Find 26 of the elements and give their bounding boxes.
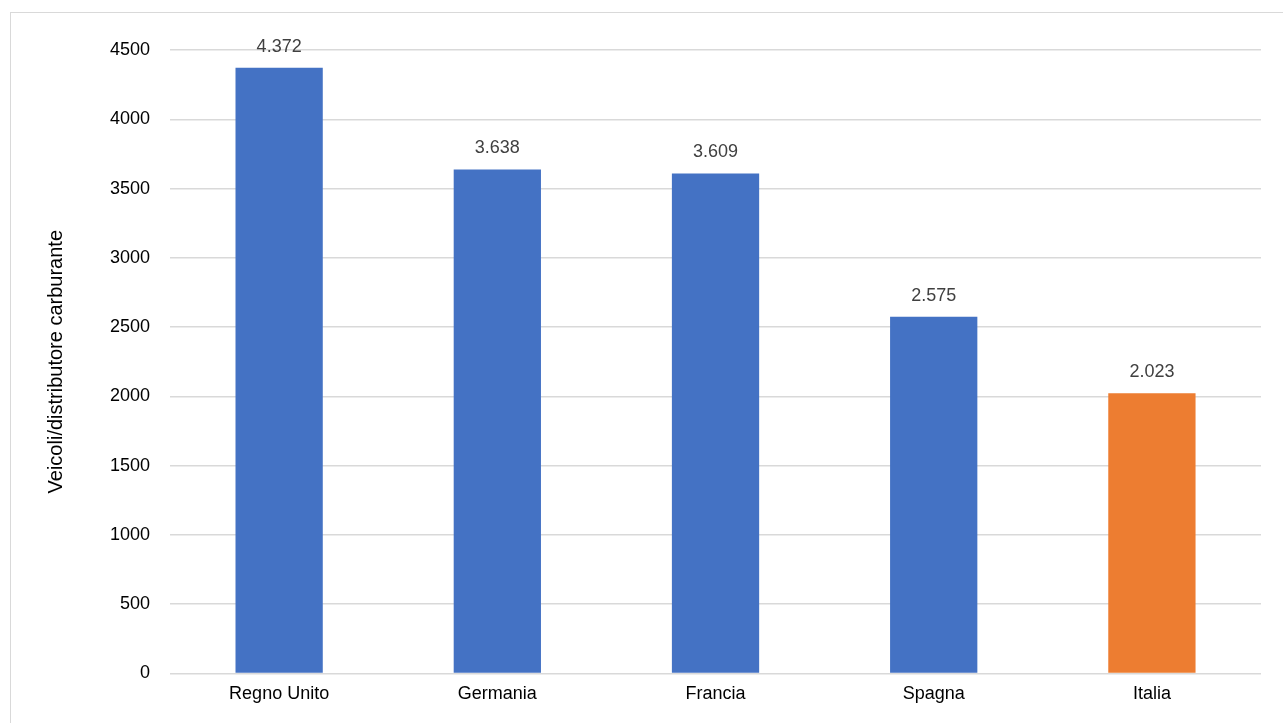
x-tick-label: Germania <box>457 683 538 704</box>
y-tick-label: 500 <box>120 593 151 614</box>
bar <box>1108 393 1196 673</box>
bar <box>235 67 323 673</box>
bar <box>453 169 541 673</box>
y-tick-label: 1500 <box>110 454 151 475</box>
x-tick-label: Regno Unito <box>229 683 330 704</box>
bar <box>671 173 760 673</box>
y-tick-label: 2500 <box>110 316 151 337</box>
y-tick-label: 3500 <box>110 177 151 198</box>
y-tick-label: 4500 <box>110 38 151 59</box>
data-label: 2.575 <box>911 284 957 305</box>
y-tick-label: 3000 <box>110 246 151 267</box>
x-tick-label: Spagna <box>902 683 966 704</box>
data-label: 3.638 <box>474 137 520 158</box>
y-tick-label: 4000 <box>110 108 151 129</box>
y-tick-label: 1000 <box>110 523 151 544</box>
x-tick-label: Francia <box>685 683 747 704</box>
y-tick-label: 2000 <box>110 385 151 406</box>
y-axis-title: Veicoli/distributore carburante <box>43 229 66 494</box>
y-tick-label: 0 <box>140 662 151 683</box>
x-tick-label: Italia <box>1132 683 1172 704</box>
data-label: 2.023 <box>1129 361 1175 382</box>
data-label: 4.372 <box>256 35 302 56</box>
data-label: 3.609 <box>693 141 739 162</box>
bar <box>890 316 978 673</box>
